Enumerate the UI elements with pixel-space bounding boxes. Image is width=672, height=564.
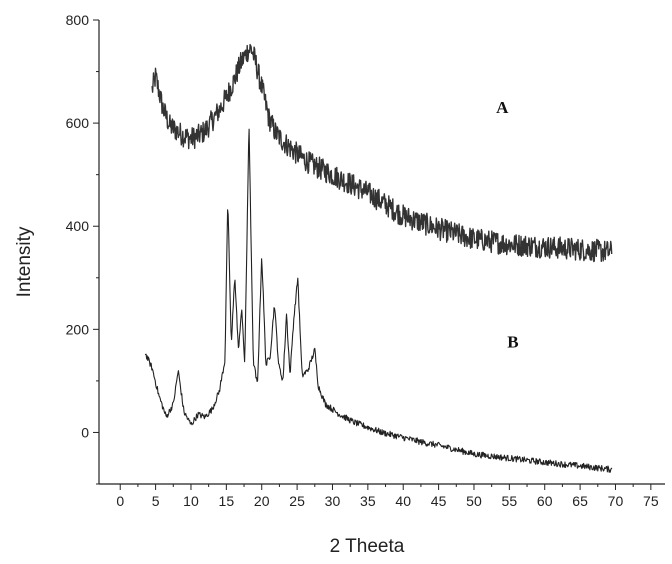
x-tick-label-45: 45	[431, 493, 447, 509]
x-tick-label-20: 20	[254, 493, 270, 509]
x-axis-title: 2 Theeta	[330, 536, 405, 557]
y-tick-label-800: 800	[66, 12, 90, 28]
x-tick-label-60: 60	[537, 493, 553, 509]
chart-labels: 2 Theeta Intensity A B	[14, 98, 519, 557]
y-tick-label-600: 600	[66, 115, 90, 131]
series-label-b: B	[507, 332, 518, 351]
y-tick-label-400: 400	[66, 218, 90, 234]
x-tick-label-50: 50	[466, 493, 482, 509]
x-tick-label-35: 35	[360, 493, 376, 509]
x-tick-label-0: 0	[116, 493, 124, 509]
y-tick-label-200: 200	[66, 321, 90, 337]
series-line-b	[144, 128, 613, 473]
x-tick-label-65: 65	[572, 493, 588, 509]
x-tick-label-70: 70	[608, 493, 624, 509]
x-tick-label-30: 30	[325, 493, 341, 509]
x-tick-label-40: 40	[395, 493, 411, 509]
x-tick-label-75: 75	[643, 493, 659, 509]
x-tick-label-5: 5	[152, 493, 160, 509]
x-tick-label-25: 25	[289, 493, 305, 509]
y-axis-title: Intensity	[14, 226, 35, 297]
x-tick-label-15: 15	[219, 493, 235, 509]
x-tick-label-10: 10	[183, 493, 199, 509]
chart-series	[144, 43, 613, 473]
x-tick-label-55: 55	[502, 493, 518, 509]
series-label-a: A	[496, 98, 509, 117]
series-line-a	[151, 43, 613, 263]
y-tick-label-0: 0	[81, 424, 89, 440]
chart-axes: 0 5 10 15 20 25 30 35 40 45 50 55 60 65 70 75 0 200 400 600…	[66, 12, 665, 509]
